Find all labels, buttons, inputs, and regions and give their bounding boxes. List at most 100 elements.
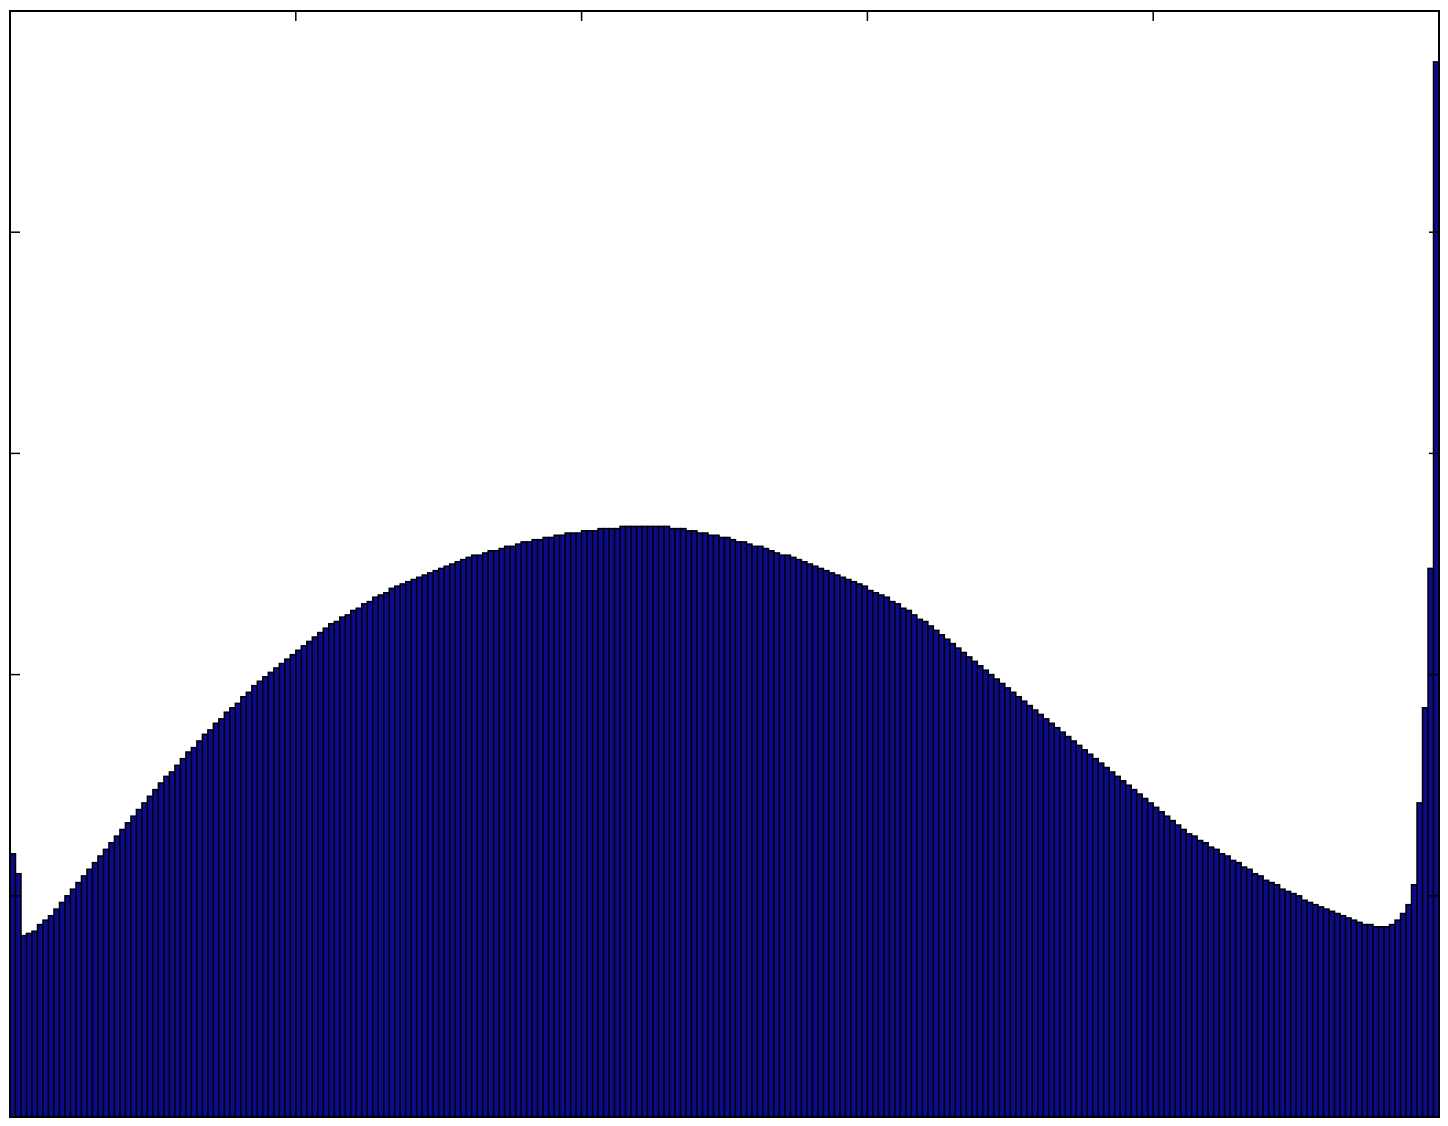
histogram-bar (1223, 855, 1231, 1118)
histogram-bar (701, 532, 709, 1118)
histogram-bar (393, 585, 401, 1118)
histogram-bar (1394, 919, 1402, 1118)
histogram-bar (690, 530, 698, 1118)
histogram-bar (993, 678, 1001, 1118)
histogram-bar (800, 561, 808, 1118)
histogram-bar (723, 536, 731, 1118)
histogram-bar (1196, 839, 1204, 1118)
histogram-bar (382, 592, 390, 1118)
histogram-bar (399, 583, 407, 1118)
histogram-bar (1234, 861, 1242, 1118)
histogram-bar (267, 671, 275, 1118)
histogram-bar (223, 711, 231, 1118)
histogram-bar (410, 578, 418, 1118)
histogram-bar (1053, 726, 1061, 1118)
histogram-bar (317, 631, 325, 1118)
histogram-bar (646, 525, 654, 1118)
histogram-bar (426, 572, 434, 1118)
histogram-bar (459, 558, 467, 1118)
histogram-bar (20, 934, 28, 1118)
histogram-bar (630, 525, 638, 1118)
histogram-bar (1141, 797, 1149, 1118)
histogram-bar (404, 580, 412, 1118)
histogram-bar (1086, 753, 1094, 1118)
histogram-bar (1146, 802, 1154, 1118)
histogram-bar (553, 534, 561, 1118)
histogram-bar (481, 552, 489, 1118)
histogram-bar (119, 828, 127, 1118)
histogram-bar (196, 740, 204, 1118)
histogram-bar (877, 594, 885, 1118)
histogram-bar (982, 669, 990, 1118)
histogram-bar (971, 660, 979, 1118)
histogram-bar (866, 589, 874, 1118)
histogram-bar (509, 545, 517, 1118)
histogram-bar (1190, 835, 1198, 1118)
histogram-bar (850, 580, 858, 1118)
histogram-bar (229, 707, 237, 1118)
histogram-bar (910, 614, 918, 1118)
histogram-bar (1064, 735, 1072, 1118)
histogram-bar (938, 634, 946, 1118)
histogram-bar (344, 614, 352, 1118)
histogram-bar (894, 603, 902, 1118)
histogram-bar (185, 751, 193, 1118)
histogram-bar (921, 620, 929, 1118)
histogram-bar (591, 530, 599, 1118)
histogram-bar (1289, 892, 1297, 1118)
histogram-bar (734, 541, 742, 1118)
histogram-bar (580, 530, 588, 1118)
histogram-bar (1344, 917, 1352, 1118)
histogram-bar (1015, 695, 1023, 1118)
histogram-bar (718, 536, 726, 1118)
histogram-bar (1427, 567, 1435, 1118)
histogram-bar (1163, 815, 1171, 1118)
histogram-bar (833, 574, 841, 1118)
histogram-bar (262, 676, 270, 1118)
histogram-bar (679, 527, 687, 1118)
histogram-bar (1179, 828, 1187, 1118)
histogram-bar (1070, 740, 1078, 1118)
histogram-bar (1267, 881, 1275, 1118)
histogram-bar (240, 695, 248, 1118)
histogram-bar (102, 848, 110, 1118)
histogram-bar (350, 609, 358, 1118)
histogram-bar (569, 532, 577, 1118)
histogram-bar (1399, 912, 1407, 1118)
histogram-bar (234, 702, 242, 1118)
histogram-bar (190, 746, 198, 1118)
histogram-bar (432, 569, 440, 1118)
histogram-bar (1306, 901, 1314, 1118)
histogram-bar (278, 662, 286, 1118)
histogram-bar (789, 556, 797, 1118)
histogram-bar (355, 607, 363, 1118)
histogram-bar (108, 841, 116, 1118)
histogram-bar (652, 525, 660, 1118)
histogram-bar (899, 607, 907, 1118)
histogram-bar (1157, 810, 1165, 1118)
histogram-bar (163, 775, 171, 1118)
histogram-bar (932, 629, 940, 1118)
histogram-bar (905, 609, 913, 1118)
histogram-bar (1075, 744, 1083, 1118)
histogram-bar (152, 788, 160, 1118)
histogram-bar (762, 547, 770, 1118)
histogram-bar (1416, 802, 1424, 1118)
histogram-bar (498, 547, 506, 1118)
histogram-bar (141, 802, 149, 1118)
histogram-bar (124, 822, 132, 1118)
histogram-bar (1009, 691, 1017, 1118)
histogram-bar (91, 861, 99, 1118)
histogram-bar (949, 642, 957, 1118)
histogram-bar (641, 525, 649, 1118)
histogram-bar (174, 764, 182, 1118)
histogram-bar (613, 527, 621, 1118)
histogram-bar (1020, 700, 1028, 1118)
histogram-bar (1245, 868, 1253, 1118)
plot-frame (9, 10, 1440, 1118)
histogram-bar (844, 578, 852, 1118)
histogram-bar (333, 620, 341, 1118)
histogram-bar (608, 527, 616, 1118)
histogram-bar (1031, 709, 1039, 1118)
